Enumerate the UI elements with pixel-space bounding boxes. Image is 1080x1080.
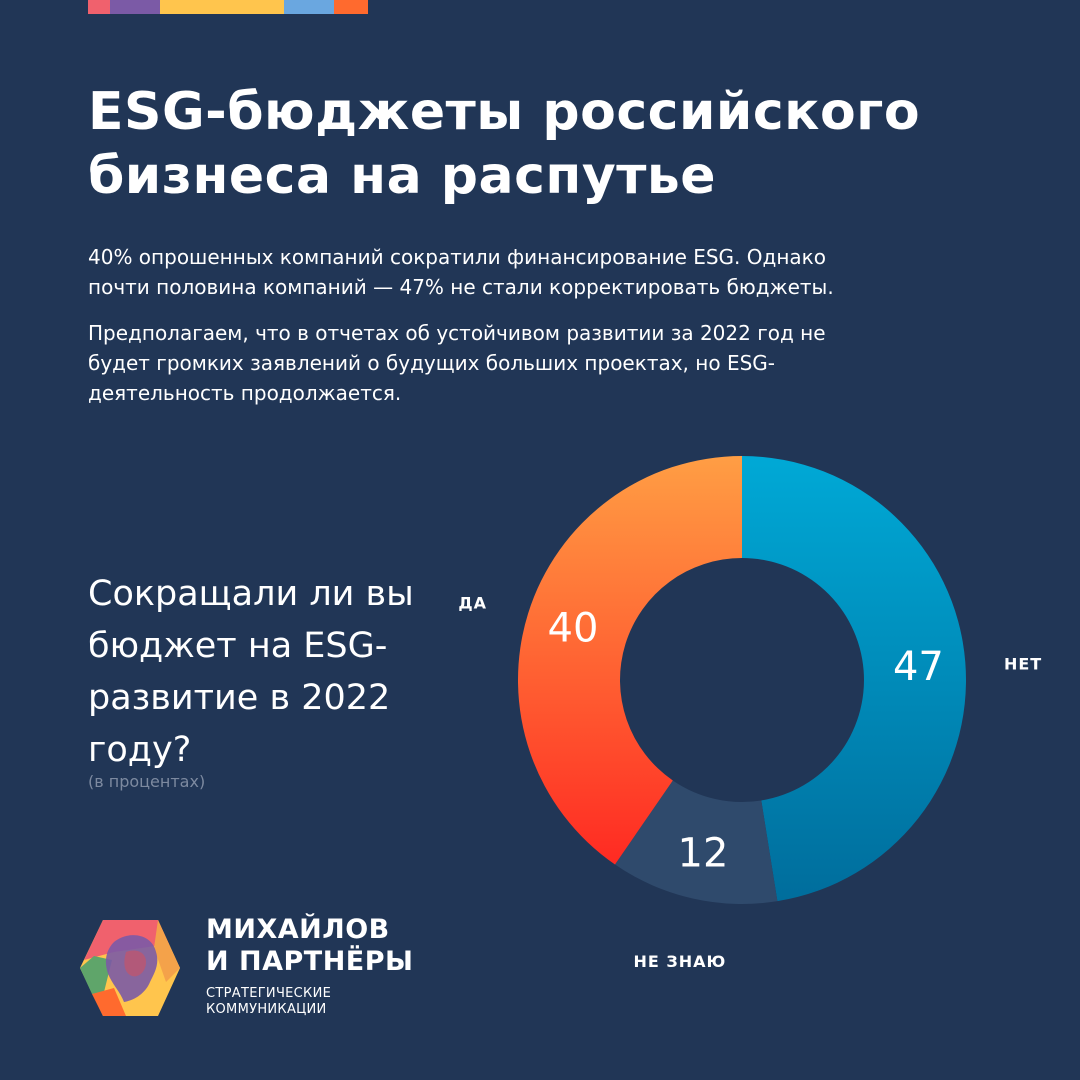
top-color-strip (88, 0, 368, 14)
brand-name-line1: МИХАЙЛОВ (206, 914, 390, 945)
page-title: ESG-бюджеты российского бизнеса на распу… (88, 82, 921, 206)
intro-paragraph-1: 40% опрошенных компаний сократили финанс… (88, 245, 834, 299)
unit-note: (в процентах) (88, 772, 206, 791)
donut-slice-yes (518, 456, 742, 865)
chart-question: Сокращали ли вы бюджет на ESG-развитие в… (88, 574, 414, 770)
strip-segment (88, 0, 110, 14)
intro-text: 40% опрошенных компаний сократили финанс… (88, 242, 888, 424)
donut-value-label: 12 (678, 831, 729, 877)
strip-segment (334, 0, 368, 14)
hexagon-portrait-logo-icon (80, 920, 180, 1016)
donut-slice-no (742, 456, 966, 902)
brand-tagline-line1: СТРАТЕГИЧЕСКИЕ (206, 986, 332, 1001)
donut-category-label: НЕТ (1004, 655, 1042, 674)
brand-name-line2: И ПАРТНЁРЫ (206, 946, 414, 977)
donut-category-label: ДА (458, 593, 487, 612)
strip-segment (110, 0, 160, 14)
brand-block: МИХАЙЛОВ И ПАРТНЁРЫ СТРАТЕГИЧЕСКИЕ КОММУ… (206, 914, 414, 1018)
intro-paragraph-2: Предполагаем, что в отчетах об устойчиво… (88, 321, 826, 405)
donut-category-label: НЕ ЗНАЮ (633, 952, 726, 971)
donut-slice-dont-know (614, 780, 778, 905)
strip-segment (160, 0, 284, 14)
donut-value-label: 40 (548, 605, 599, 651)
strip-segment (284, 0, 334, 14)
brand-tagline-line2: КОММУНИКАЦИИ (206, 1002, 327, 1017)
donut-value-label: 47 (893, 644, 944, 690)
